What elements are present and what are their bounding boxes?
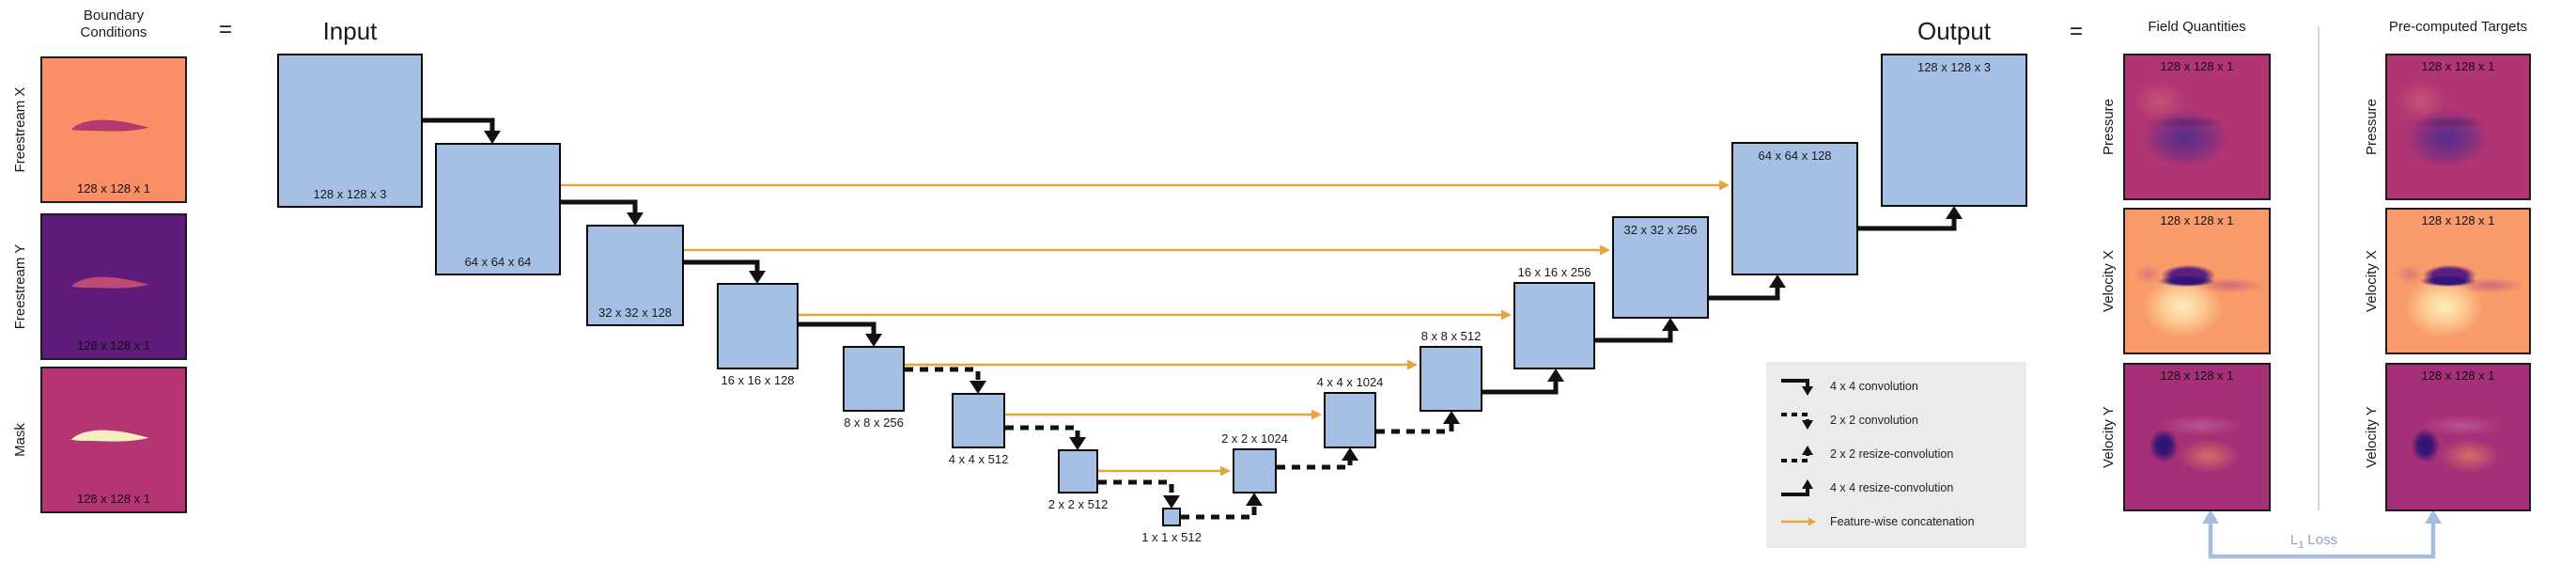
- velocity-y-field-dims: 128 x 128 x 1: [2160, 368, 2234, 383]
- block-dims: 16 x 16 x 128: [721, 373, 795, 387]
- conv-4x4-arrows: [423, 118, 877, 335]
- loss-sub: 1: [2298, 540, 2304, 551]
- label-velocity-y-target: Velocity Y: [2364, 406, 2380, 468]
- legend-label: Feature-wise concatenation: [1830, 515, 1975, 528]
- block-dims: 8 x 8 x 256: [844, 415, 904, 430]
- velocity-x-target-image: 128 x 128 x 1: [2385, 208, 2531, 354]
- velocity-y-field-image: 128 x 128 x 1: [2123, 363, 2271, 511]
- label-pressure-target: Pressure: [2364, 98, 2380, 156]
- pressure-field-image: 128 x 128 x 1: [2123, 54, 2271, 200]
- precomputed-targets-title: Pre-computed Targets: [2388, 19, 2528, 35]
- block-dims: 4 x 4 x 1024: [1316, 375, 1384, 389]
- boundary-conditions-title-line2: Conditions: [80, 24, 147, 40]
- unet-block-dec16: 16 x 16 x 256: [1513, 265, 1596, 369]
- freestream-x-dims: 128 x 128 x 1: [76, 181, 151, 196]
- airfoil-shape-icon: [71, 119, 149, 132]
- loss-main: L: [2289, 532, 2299, 548]
- airfoil-shape-icon: [71, 276, 149, 289]
- block-dims: 32 x 32 x 256: [1623, 223, 1698, 237]
- unet-block-enc32: 32 x 32 x 128: [586, 225, 684, 326]
- unet-block-dec4: 4 x 4 x 1024: [1317, 375, 1383, 448]
- block-dims: 2 x 2 x 1024: [1221, 431, 1288, 446]
- solid-down-arrow-icon: [1781, 379, 1813, 396]
- label-velocity-y-field: Velocity Y: [2101, 406, 2117, 468]
- unet-block-enc2: 2 x 2 x 512: [1048, 449, 1108, 511]
- field-quantities-title: Field Quantities: [2148, 19, 2246, 35]
- velocity-x-target-dims: 128 x 128 x 1: [2421, 213, 2495, 227]
- block-dims: 128 x 128 x 3: [1916, 60, 1992, 74]
- legend: 4 x 4 convolution 2 x 2 convolution 2 x …: [1766, 362, 2026, 548]
- block-dims: 2 x 2 x 512: [1047, 497, 1109, 511]
- legend-label: 4 x 4 resize-convolution: [1830, 481, 1954, 494]
- unet-block-enc16: 16 x 16 x 128: [717, 283, 799, 387]
- velocity-x-field-image: 128 x 128 x 1: [2123, 208, 2271, 354]
- label-freestream-y: Freestream Y: [12, 243, 28, 330]
- unet-block-dec64: 64 x 64 x 128: [1731, 137, 1859, 275]
- label-freestream-x: Freestream X: [12, 86, 28, 173]
- resize-4x4-arrows: [1482, 218, 1957, 395]
- block-dims: 8 x 8 x 512: [1420, 329, 1482, 343]
- output-title: Output: [1916, 17, 1992, 45]
- label-velocity-x-field: Velocity X: [2101, 250, 2117, 312]
- block-dims: 16 x 16 x 256: [1517, 265, 1591, 279]
- velocity-y-target-dims: 128 x 128 x 1: [2421, 368, 2495, 383]
- legend-label: 4 x 4 convolution: [1830, 380, 1918, 393]
- unet-block-dec2: 2 x 2 x 1024: [1221, 431, 1288, 494]
- label-pressure-field: Pressure: [2101, 98, 2117, 156]
- freestream-y-dims: 128 x 128 x 1: [76, 338, 151, 352]
- label-mask: Mask: [12, 423, 28, 457]
- pressure-field-dims: 128 x 128 x 1: [2160, 59, 2234, 73]
- dashed-down-arrow-icon: [1781, 413, 1813, 430]
- unet-block-dec8: 8 x 8 x 512: [1420, 329, 1483, 412]
- unet-block-dec32: 32 x 32 x 256: [1612, 212, 1710, 319]
- pressure-target-dims: 128 x 128 x 1: [2421, 59, 2495, 73]
- boundary-conditions-title: Boundary Conditions: [40, 8, 187, 41]
- legend-label: 2 x 2 convolution: [1830, 414, 1918, 427]
- block-dims: 4 x 4 x 512: [948, 452, 1009, 466]
- unet-block-input: 128 x 128 x 3: [277, 54, 423, 208]
- block-dims: 64 x 64 x 64: [464, 255, 532, 269]
- block-dims: 1 x 1 x 512: [1141, 530, 1202, 544]
- airfoil-shape-icon: [71, 430, 149, 442]
- legend-label: 2 x 2 resize-convolution: [1830, 447, 1954, 461]
- l1-loss-bracket: [2202, 509, 2442, 559]
- pressure-target-image: 128 x 128 x 1: [2385, 54, 2531, 200]
- label-velocity-x-target: Velocity X: [2364, 250, 2380, 312]
- boundary-conditions-title-line1: Boundary: [83, 8, 145, 24]
- unet-block-enc64: 64 x 64 x 64: [435, 143, 561, 275]
- unet-block-bottleneck: 1 x 1 x 512: [1141, 508, 1202, 544]
- mask-image: 128 x 128 x 1: [40, 367, 187, 513]
- block-dims: 128 x 128 x 3: [313, 187, 387, 201]
- freestream-y-image: 128 x 128 x 1: [40, 213, 187, 360]
- legend-item-4x4-convolution: 4 x 4 convolution: [1779, 374, 2026, 399]
- equals-sign-right: =: [2070, 19, 2084, 44]
- resize-2x2-arrows: [1181, 423, 1454, 520]
- dashed-up-arrow-icon: [1781, 446, 1813, 462]
- solid-up-arrow-icon: [1781, 479, 1813, 496]
- legend-item-2x2-convolution: 2 x 2 convolution: [1779, 408, 2026, 432]
- block-dims: 32 x 32 x 128: [597, 306, 673, 320]
- unet-block-enc8: 8 x 8 x 256: [843, 346, 905, 430]
- freestream-x-image: 128 x 128 x 1: [40, 56, 187, 203]
- legend-item-2x2-resize-convolution: 2 x 2 resize-convolution: [1779, 442, 2026, 466]
- concat-arrowheads: [1220, 180, 1730, 477]
- orange-arrow-icon: [1781, 517, 1816, 526]
- l1-loss-label: L1 Loss: [2250, 532, 2378, 551]
- velocity-y-target-image: 128 x 128 x 1: [2385, 363, 2531, 511]
- legend-item-4x4-resize-convolution: 4 x 4 resize-convolution: [1779, 476, 2026, 500]
- velocity-x-field-dims: 128 x 128 x 1: [2160, 213, 2234, 227]
- unet-block-enc4: 4 x 4 x 512: [949, 393, 1008, 466]
- legend-item-feature-wise-concatenation: Feature-wise concatenation: [1779, 509, 2026, 534]
- input-title: Input: [322, 17, 378, 45]
- block-dims: 64 x 64 x 128: [1758, 149, 1832, 163]
- concat-lines: [561, 183, 1719, 473]
- mask-dims: 128 x 128 x 1: [76, 492, 151, 506]
- unet-block-output: 128 x 128 x 3: [1881, 54, 2027, 207]
- loss-rest: Loss: [2307, 532, 2338, 548]
- conv-2x2-arrows: [905, 367, 1174, 496]
- equals-sign-left: =: [219, 17, 233, 42]
- conv-arrowheads: [484, 131, 1963, 509]
